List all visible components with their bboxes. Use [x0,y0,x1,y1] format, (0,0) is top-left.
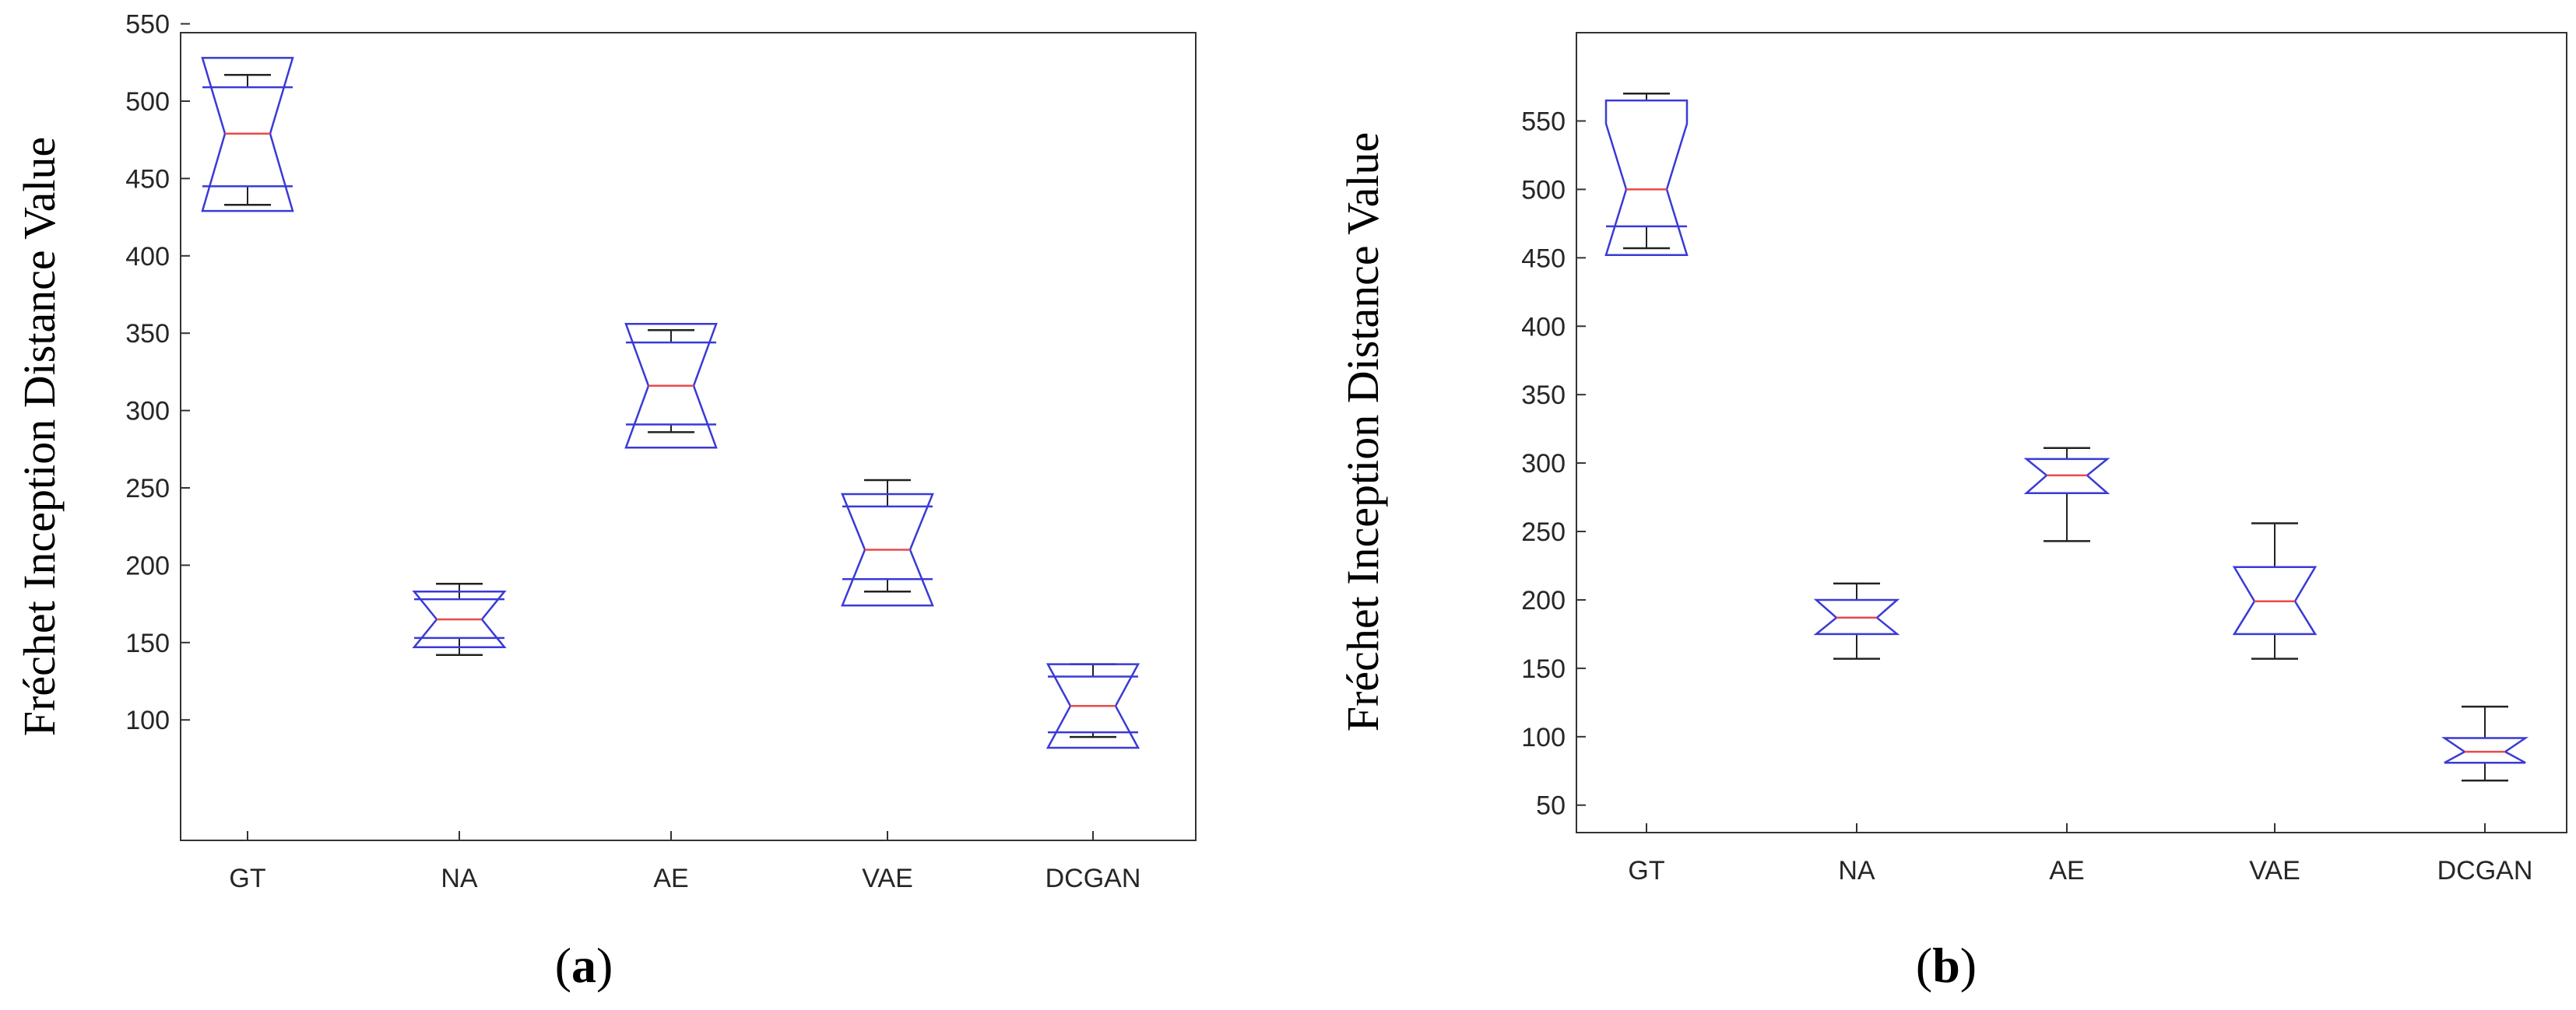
y-tick-label: 500 [1521,175,1566,205]
x-tick-label: AE [2049,856,2084,886]
y-tick-label: 100 [1521,723,1566,752]
panel-label-a-letter: a [571,938,596,993]
box-na [1813,582,1900,660]
x-axis-a: GT NA AE VAE DCGAN [229,831,1140,893]
box-dcgan [2441,705,2529,782]
box-gt [201,57,294,212]
plot-area-a [180,32,1197,841]
y-tick-label: 150 [1521,654,1566,684]
y-tick-label: 100 [125,706,170,735]
box-vae [841,479,934,607]
box-ae [2023,447,2110,542]
box-ae [624,323,718,449]
y-tick-label: 200 [1521,586,1566,615]
y-tick-label: 300 [1521,449,1566,479]
y-tick-label: 450 [125,164,170,194]
x-tick-label: DCGAN [2437,856,2533,886]
y-axis-label-b: Fréchet Inception Distance Value [1337,132,1388,731]
y-tick-label: 150 [125,629,170,658]
chart-panel-a: 100 150 200 250 300 350 400 450 500 550 GT NA AE VAE… [14,10,1197,993]
x-tick-label: VAE [2249,856,2300,886]
y-tick-label: 500 [125,87,170,117]
y-tick-label: 400 [1521,312,1566,342]
y-tick-label: 350 [1521,381,1566,410]
y-tick-label: 450 [1521,244,1566,273]
y-tick-label: 300 [125,397,170,426]
x-axis-b: GT NA AE VAE DCGAN [1628,823,2532,886]
box-vae [2232,522,2318,660]
x-tick-label: GT [229,864,265,893]
chart-panel-b: 50 100 150 200 250 300 350 400 450 500 550 GT NA AE V… [1337,32,2567,993]
box-gt [1604,93,1689,257]
y-tick-label: 250 [1521,517,1566,547]
y-tick-label: 250 [125,474,170,503]
box-outline [1604,99,1689,257]
x-tick-label: NA [1838,856,1875,886]
panel-label-b: (b) [1916,938,1977,993]
plot-area-b [1576,32,2567,833]
box-dcgan [1046,663,1140,749]
y-tick-label: 50 [1536,791,1566,821]
x-tick-label: VAE [862,864,913,893]
y-tick-label: 550 [125,10,170,40]
y-axis-label-a: Fréchet Inception Distance Value [14,137,65,736]
x-tick-label: GT [1628,856,1664,886]
y-tick-label: 400 [125,242,170,272]
x-tick-label: AE [653,864,688,893]
y-tick-label: 350 [125,319,170,349]
boxes-b [1604,93,2529,782]
x-tick-label: NA [441,864,478,893]
x-tick-label: DCGAN [1046,864,1141,893]
y-axis-b: 50 100 150 200 250 300 350 400 450 500 550 [1521,107,1586,821]
y-tick-label: 550 [1521,107,1566,136]
boxes-a [201,57,1140,749]
box-na [412,583,507,656]
y-tick-label: 200 [125,551,170,580]
panel-label-a: (a) [555,938,613,993]
panel-label-b-letter: b [1932,938,1960,993]
y-axis-a: 100 150 200 250 300 350 400 450 500 550 [125,10,190,735]
